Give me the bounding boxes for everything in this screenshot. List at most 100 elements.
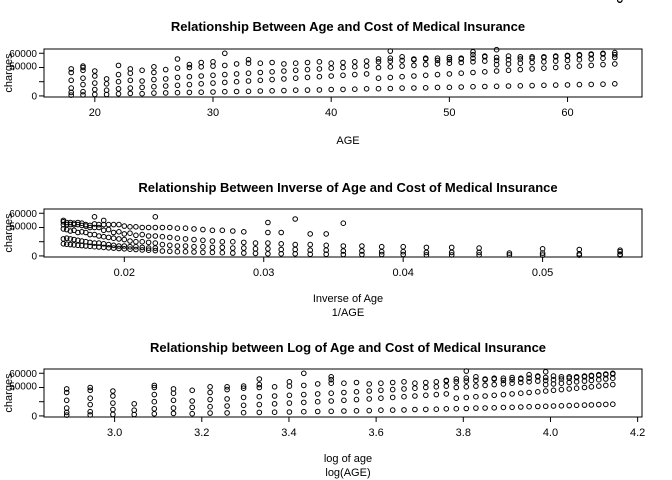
data-point <box>352 86 358 92</box>
data-point <box>443 391 450 397</box>
data-point <box>80 81 86 88</box>
data-point <box>588 372 595 379</box>
data-point <box>443 406 450 412</box>
data-point <box>224 384 230 390</box>
data-point <box>151 406 158 412</box>
data-point <box>542 388 549 394</box>
data-point <box>564 82 571 88</box>
data-point <box>473 393 479 400</box>
data-point <box>482 382 488 389</box>
data-point <box>558 403 565 409</box>
data-point <box>200 243 206 250</box>
data-point <box>493 83 500 90</box>
data-point <box>482 53 488 59</box>
data-point <box>596 371 602 378</box>
data-point <box>198 59 204 66</box>
data-point <box>500 377 507 384</box>
data-point <box>366 407 373 414</box>
data-point <box>573 402 580 409</box>
data-point <box>328 73 335 79</box>
data-point <box>110 235 117 241</box>
data-point <box>612 81 618 87</box>
data-point <box>127 243 133 250</box>
data-point <box>110 242 117 249</box>
data-point <box>189 410 195 417</box>
data-point <box>505 53 512 59</box>
data-point <box>83 229 89 236</box>
data-point <box>207 384 213 390</box>
data-point <box>476 252 482 258</box>
data-point <box>526 379 532 385</box>
data-point <box>127 85 134 91</box>
data-point <box>600 61 606 68</box>
data-point <box>278 229 285 236</box>
data-point <box>281 87 287 94</box>
data-point <box>75 237 81 244</box>
data-point <box>256 376 263 382</box>
data-point <box>304 66 311 73</box>
data-point <box>174 243 181 249</box>
data-point <box>422 85 429 91</box>
data-point <box>241 229 247 235</box>
data-point <box>301 408 307 415</box>
data-point <box>121 236 128 243</box>
data-point <box>558 374 565 380</box>
data-point <box>612 51 618 58</box>
data-point <box>207 389 213 396</box>
data-point <box>224 386 230 393</box>
data-point <box>576 63 583 69</box>
data-point <box>476 245 482 251</box>
data-point <box>182 225 189 231</box>
data-point <box>617 0 623 3</box>
data-point <box>121 223 128 229</box>
data-point <box>387 64 394 70</box>
data-point <box>151 398 158 405</box>
data-point <box>80 63 86 69</box>
data-point <box>219 249 226 256</box>
data-point <box>159 224 166 231</box>
data-point <box>314 408 321 415</box>
data-point <box>505 83 512 89</box>
data-point <box>127 90 134 97</box>
data-point <box>198 73 204 79</box>
data-point <box>328 86 335 93</box>
data-point <box>340 251 347 258</box>
data-point <box>245 56 252 63</box>
data-point <box>328 380 335 387</box>
data-point <box>100 217 107 224</box>
data-point <box>240 394 247 401</box>
data-point <box>233 71 240 77</box>
data-point <box>453 405 460 412</box>
data-point <box>170 410 177 417</box>
data-point <box>245 88 252 95</box>
data-point <box>433 384 440 390</box>
data-point <box>191 236 197 243</box>
data-point <box>63 235 70 241</box>
y-tick-label: 50000 <box>9 221 37 232</box>
data-point <box>581 402 588 408</box>
data-point <box>443 377 450 384</box>
data-point <box>210 89 216 95</box>
data-point <box>493 54 500 61</box>
data-point <box>550 373 557 379</box>
data-point <box>535 373 541 379</box>
data-point <box>145 247 152 253</box>
data-point <box>453 379 460 385</box>
data-point <box>209 227 216 234</box>
data-point <box>170 386 177 392</box>
data-point <box>292 60 299 67</box>
data-point <box>301 399 307 406</box>
data-point <box>340 64 346 71</box>
data-point <box>245 70 252 76</box>
data-point <box>411 73 417 79</box>
data-point <box>493 68 500 74</box>
y-axis-label: charges <box>3 53 15 93</box>
data-point <box>453 376 460 382</box>
data-point <box>145 245 152 251</box>
data-point <box>423 244 430 251</box>
data-point <box>233 88 240 95</box>
data-point <box>116 229 122 235</box>
data-point <box>542 369 549 375</box>
data-point <box>378 387 384 394</box>
data-point <box>463 378 470 384</box>
